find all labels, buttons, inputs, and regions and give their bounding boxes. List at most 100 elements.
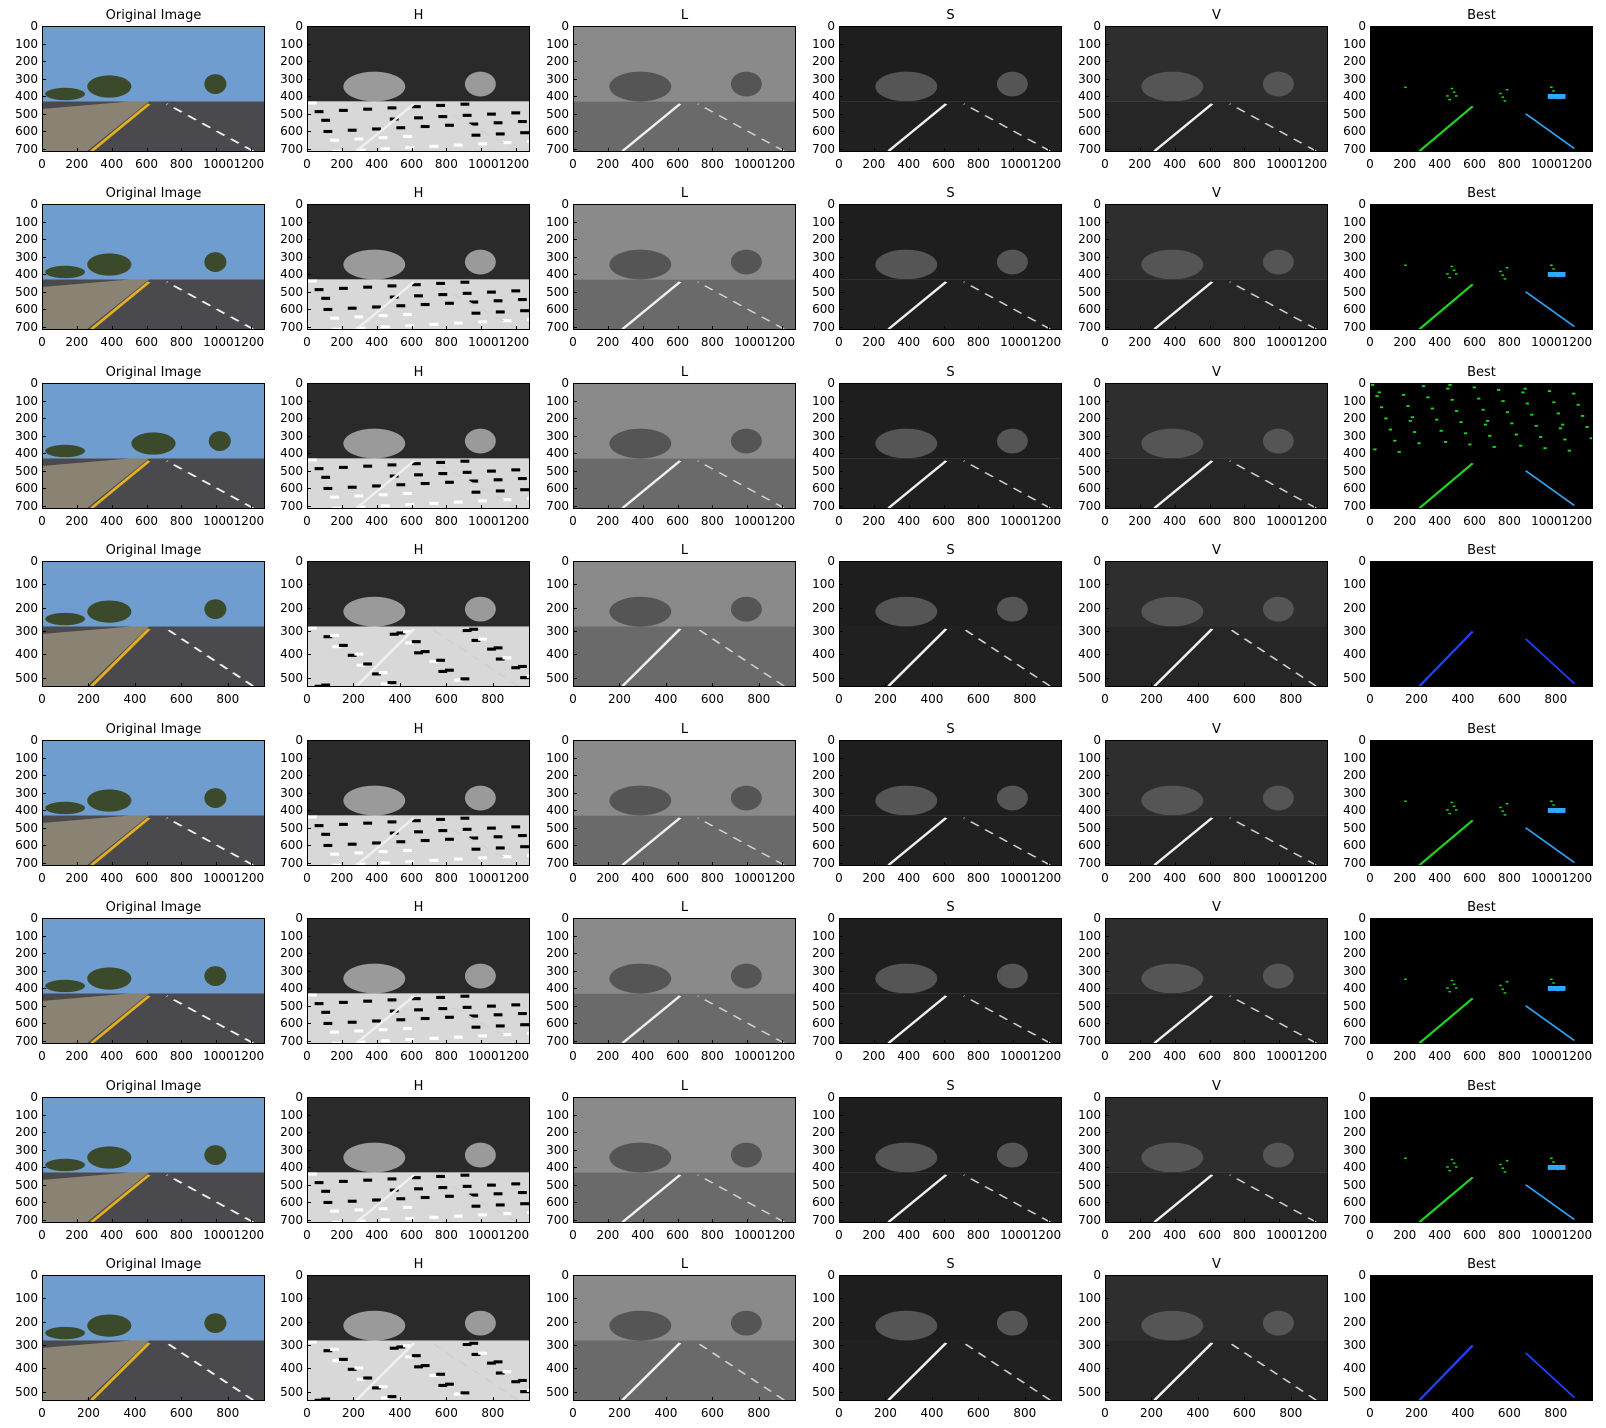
image-canvas: [308, 205, 529, 329]
y-tick-label: 100: [15, 214, 38, 229]
x-tick-mark: [978, 148, 980, 152]
x-tick-mark: [1579, 326, 1581, 330]
channel-tree: [343, 1142, 406, 1173]
x-tick-mark: [111, 148, 113, 152]
x-tick-label: 400: [1163, 514, 1187, 528]
y-tick-mark: [839, 775, 843, 776]
x-tick-mark: [1370, 326, 1371, 330]
y-tick-label: 100: [1078, 928, 1101, 943]
y-tick-mark: [1370, 988, 1374, 989]
best-speckle: [1452, 269, 1456, 271]
x-tick-mark: [747, 1219, 749, 1223]
channel-noise: [460, 994, 470, 998]
x-tick-mark: [665, 1397, 667, 1401]
channel-noise: [411, 283, 421, 287]
best-speckle: [1452, 983, 1456, 985]
y-tick-mark: [839, 78, 843, 80]
y-tick-label: 100: [15, 750, 38, 765]
panel-title: Original Image: [105, 1079, 202, 1094]
y-tick-label: 400: [1343, 89, 1366, 103]
channel-noise: [438, 1383, 448, 1387]
tree-shape: [131, 432, 176, 455]
channel-noise: [445, 837, 454, 841]
panel-r1-c2: H 0 100 200 300 400 500 600 700 0 200 400 600 800 1000…: [280, 8, 530, 170]
channel-noise: [495, 846, 505, 850]
channel-noise: [414, 1365, 423, 1369]
image-axes: [573, 383, 796, 509]
y-tick-label: 100: [1078, 1107, 1101, 1122]
y-tick-label: 700: [15, 498, 38, 513]
x-tick-mark: [677, 862, 679, 866]
x-tick-mark: [873, 326, 875, 330]
y-tick-mark: [1370, 810, 1374, 811]
x-tick-mark: [341, 505, 343, 509]
x-tick-mark: [376, 1040, 378, 1044]
channel-road: [1106, 458, 1327, 508]
sky-region: [43, 919, 264, 994]
panel-title: S: [946, 186, 955, 201]
y-tick-mark: [42, 1219, 46, 1221]
tree-shape: [204, 252, 227, 272]
y-tick-label: 300: [546, 1142, 569, 1157]
y-tick-label: 0: [1358, 1090, 1366, 1104]
x-tick-label: 400: [123, 692, 147, 706]
y-tick-label: 500: [280, 1384, 303, 1399]
x-tick-mark: [492, 683, 494, 687]
y-tick-mark: [1105, 326, 1109, 328]
channel-tree: [996, 428, 1028, 454]
best-speckle: [1550, 800, 1553, 803]
y-tick-label: 100: [15, 36, 38, 51]
x-tick-mark: [642, 862, 644, 866]
y-tick-mark: [1105, 775, 1109, 776]
y-tick-mark: [1105, 309, 1109, 310]
image-canvas: [1371, 27, 1592, 151]
best-speckle: [1417, 442, 1421, 445]
y-tick-mark: [307, 1275, 311, 1276]
best-background: [1371, 1276, 1592, 1400]
image-axes: [42, 740, 265, 866]
channel-noise: [453, 857, 463, 861]
y-tick-mark: [307, 1132, 311, 1133]
best-speckle: [1446, 95, 1449, 97]
best-lane-left: [1418, 819, 1474, 865]
x-tick-mark: [1474, 326, 1476, 330]
y-tick-label: 300: [280, 1338, 303, 1352]
channel-lane-left: [1153, 103, 1214, 151]
channel-noise: [380, 1039, 390, 1043]
channel-noise: [520, 309, 529, 313]
y-tick-mark: [1370, 488, 1374, 489]
panel-r7-c5: V 0 100 200 300 400 500 600 700 0 200 400 600 800 1000…: [1078, 1079, 1328, 1241]
y-tick-mark: [1370, 1391, 1374, 1393]
best-speckle: [1439, 429, 1443, 432]
channel-lane-right: [696, 628, 785, 686]
channel-noise: [405, 1217, 415, 1221]
y-tick-mark: [839, 113, 843, 115]
y-tick-mark: [573, 309, 577, 310]
channel-noise: [354, 652, 364, 656]
y-tick-mark: [1370, 96, 1374, 97]
x-tick-label: 0: [1101, 514, 1109, 528]
y-tick-label: 600: [546, 481, 569, 495]
y-tick-label: 100: [15, 1107, 38, 1122]
y-tick-mark: [1370, 740, 1374, 741]
panel-title: Original Image: [105, 1257, 202, 1272]
y-tick-label: 200: [15, 1314, 38, 1329]
y-tick-label: 0: [30, 19, 38, 33]
y-tick-mark: [1105, 970, 1109, 972]
channel-lane-left: [887, 995, 948, 1043]
y-tick-label: 0: [561, 1090, 569, 1104]
x-tick-mark: [1404, 148, 1406, 152]
y-tick-label: 200: [280, 600, 303, 615]
y-tick-label: 500: [280, 284, 303, 299]
x-tick-mark: [1209, 148, 1211, 152]
y-tick-label: 300: [1078, 785, 1101, 800]
y-tick-mark: [1370, 131, 1374, 132]
panel-title: S: [946, 1257, 955, 1272]
y-tick-label: 300: [1343, 963, 1366, 978]
best-speckle: [1450, 979, 1454, 982]
panel-title: Best: [1467, 186, 1496, 201]
best-speckle: [1454, 809, 1458, 811]
channel-noise: [460, 280, 470, 284]
best-speckle: [1552, 401, 1556, 404]
x-tick-label: 10001200: [468, 1228, 530, 1242]
